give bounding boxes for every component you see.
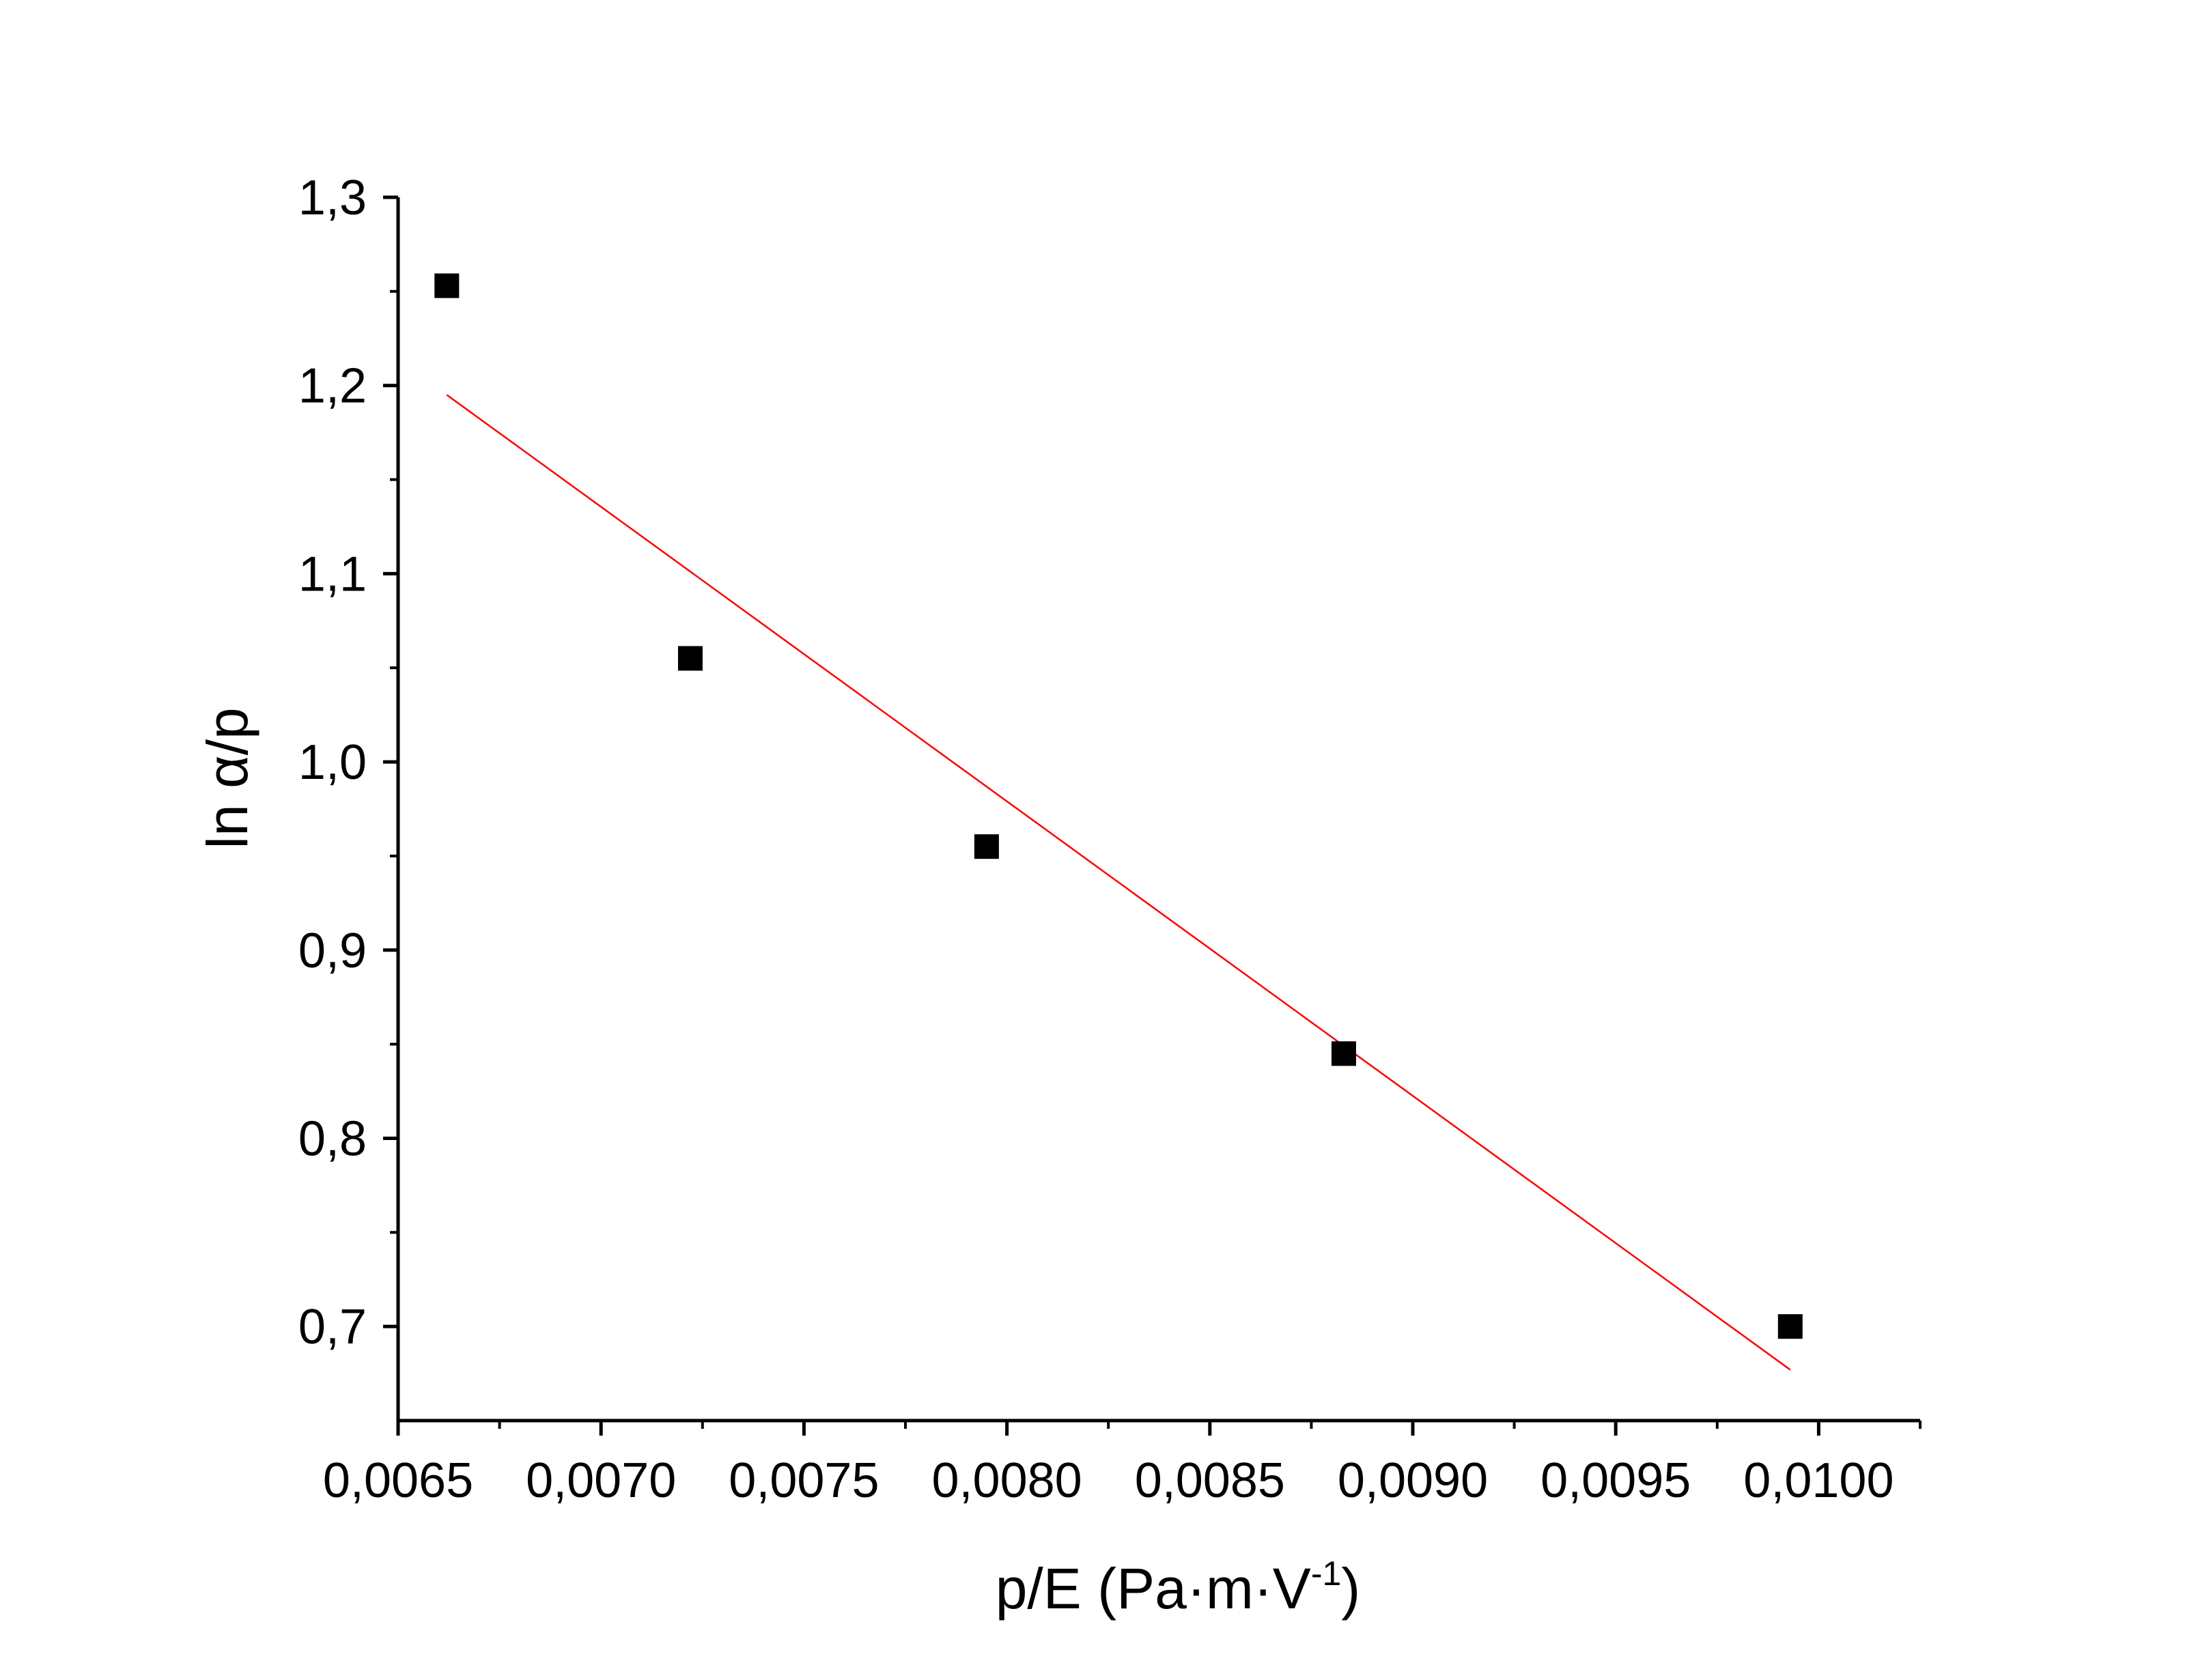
y-tick-label: 1,1 (298, 547, 367, 601)
y-tick-label: 0,7 (298, 1300, 367, 1354)
x-axis-title-main: p/E (Pa·m·V (996, 1556, 1311, 1621)
y-tick-label: 1,0 (298, 735, 367, 790)
x-tick-label: 0,0100 (1743, 1453, 1894, 1508)
x-axis-title-superscript: -1 (1311, 1554, 1341, 1593)
y-tick-label: 1,3 (298, 171, 367, 225)
data-point (974, 834, 999, 859)
y-tick-labels: 0,7 0,8 0,9 1,0 1,1 1,2 1,3 (298, 171, 367, 1354)
data-point (1777, 1314, 1803, 1339)
y-tick-label: 0,9 (298, 924, 367, 978)
x-tick-label: 0,0095 (1540, 1453, 1691, 1508)
minor-ticks (390, 289, 1922, 1429)
x-tick-label: 0,0085 (1135, 1453, 1285, 1508)
data-points (434, 273, 1803, 1339)
y-tick-label: 1,2 (298, 359, 367, 414)
data-point (434, 273, 460, 298)
x-tick-label: 0,0090 (1338, 1453, 1488, 1508)
x-tick-label: 0,0075 (729, 1453, 879, 1508)
fit-line (446, 394, 1791, 1371)
data-point (677, 646, 703, 671)
x-tick-labels: 0,0065 0,0070 0,0075 0,0080 0,0085 0,0090 0,00… (323, 1453, 1894, 1508)
x-axis-title: p/E (Pa·m·V-1) (996, 1554, 1361, 1621)
x-axis-title-suffix: ) (1341, 1556, 1360, 1621)
x-tick-label: 0,0065 (323, 1453, 473, 1508)
y-axis-title: ln α/p (195, 707, 259, 849)
data-point (1331, 1041, 1356, 1066)
major-ticks (383, 195, 1820, 1436)
x-tick-label: 0,0080 (931, 1453, 1082, 1508)
x-tick-label: 0,0070 (526, 1453, 676, 1508)
y-tick-label: 0,8 (298, 1111, 367, 1166)
